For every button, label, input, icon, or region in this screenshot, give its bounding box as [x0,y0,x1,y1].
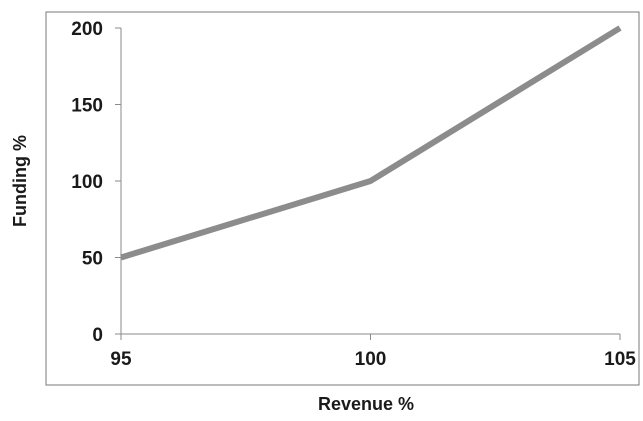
x-tick-label: 95 [110,349,132,370]
y-tick-label: 100 [71,172,103,193]
x-tick-labels: 95 100 105 [110,349,636,370]
x-axis-title: Revenue % [318,394,414,414]
y-axis-title: Funding % [10,135,30,227]
y-tick-label: 150 [71,96,103,117]
tick-marks [115,27,621,340]
y-tick-labels: 0 50 100 150 200 [71,19,103,346]
y-tick-label: 200 [71,19,103,40]
series-line [120,25,622,261]
x-tick-label: 105 [604,349,636,370]
x-tick-label: 100 [355,349,387,370]
y-tick-label: 0 [92,325,103,346]
y-tick-label: 50 [82,249,103,270]
series-layer [120,25,622,261]
plot-frame [45,11,640,386]
